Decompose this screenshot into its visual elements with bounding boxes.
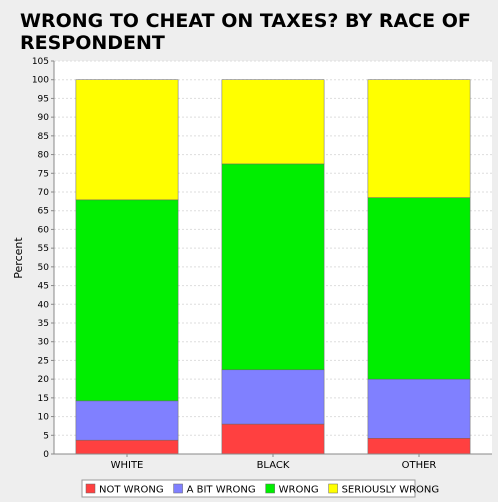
y-tick-label: 75 [38,169,49,179]
y-tick-label: 95 [38,94,49,104]
legend-swatch [173,483,183,494]
bar-black-not-wrong [221,423,325,455]
bar-black-seriously-wrong [221,79,325,165]
legend: NOT WRONG A BIT WRONG WRONG SERIOUSLY WRONG [85,483,440,496]
bar-other-a-bit-wrong [367,378,471,439]
x-category-label: WHITE [111,460,144,471]
bar-white-wrong [75,199,179,402]
y-tick-label: 20 [38,375,50,385]
y-tick-label: 30 [38,338,50,348]
legend-label: A BIT WRONG [187,485,256,496]
x-category-label: OTHER [402,460,437,471]
x-category-label: BLACK [257,460,290,471]
legend-label: NOT WRONG [99,485,164,496]
y-tick-label: 0 [43,450,49,460]
bar-other-seriously-wrong [367,79,471,198]
chart-title-line-1: WRONG TO CHEAT ON TAXES? BY RACE OF [20,10,471,32]
bar-black-a-bit-wrong [221,369,325,425]
y-tick-label: 25 [38,356,49,366]
y-tick-label: 35 [38,319,49,329]
bar-black-wrong [221,163,325,371]
y-tick-label: 55 [38,244,49,254]
bar-white-a-bit-wrong [75,400,179,441]
legend-swatch [85,483,96,494]
y-axis-title: Percent [12,237,25,279]
bars [75,79,471,455]
y-tick-label: 70 [38,188,50,198]
y-tick-label: 40 [38,300,50,310]
y-tick-label: 45 [38,282,49,292]
bar-other-wrong [367,197,471,380]
y-tick-label: 100 [32,76,49,86]
bar-white-not-wrong [75,439,179,455]
y-tick-label: 5 [43,431,49,441]
legend-swatch [328,483,338,494]
y-tick-label: 10 [38,413,50,423]
bar-other-not-wrong [367,438,471,455]
legend-label: WRONG [279,485,319,496]
y-tick-label: 85 [38,132,49,142]
y-tick-label: 15 [38,394,49,404]
y-tick-label: 90 [38,113,50,123]
y-tick-label: 80 [38,151,50,161]
y-axis-ticks: 0 5 10 15 20 25 30 35 40 45 50 55 60 65 70 75 80 85 90 95 10… [32,57,54,460]
bar-white-seriously-wrong [75,79,179,201]
y-tick-label: 50 [38,263,50,273]
y-tick-label: 105 [32,57,49,67]
y-tick-label: 65 [38,207,49,217]
chart-title-line-2: RESPONDENT [20,32,165,54]
y-tick-label: 60 [38,225,50,235]
legend-swatch [265,483,275,494]
legend-label: SERIOUSLY WRONG [342,485,440,496]
